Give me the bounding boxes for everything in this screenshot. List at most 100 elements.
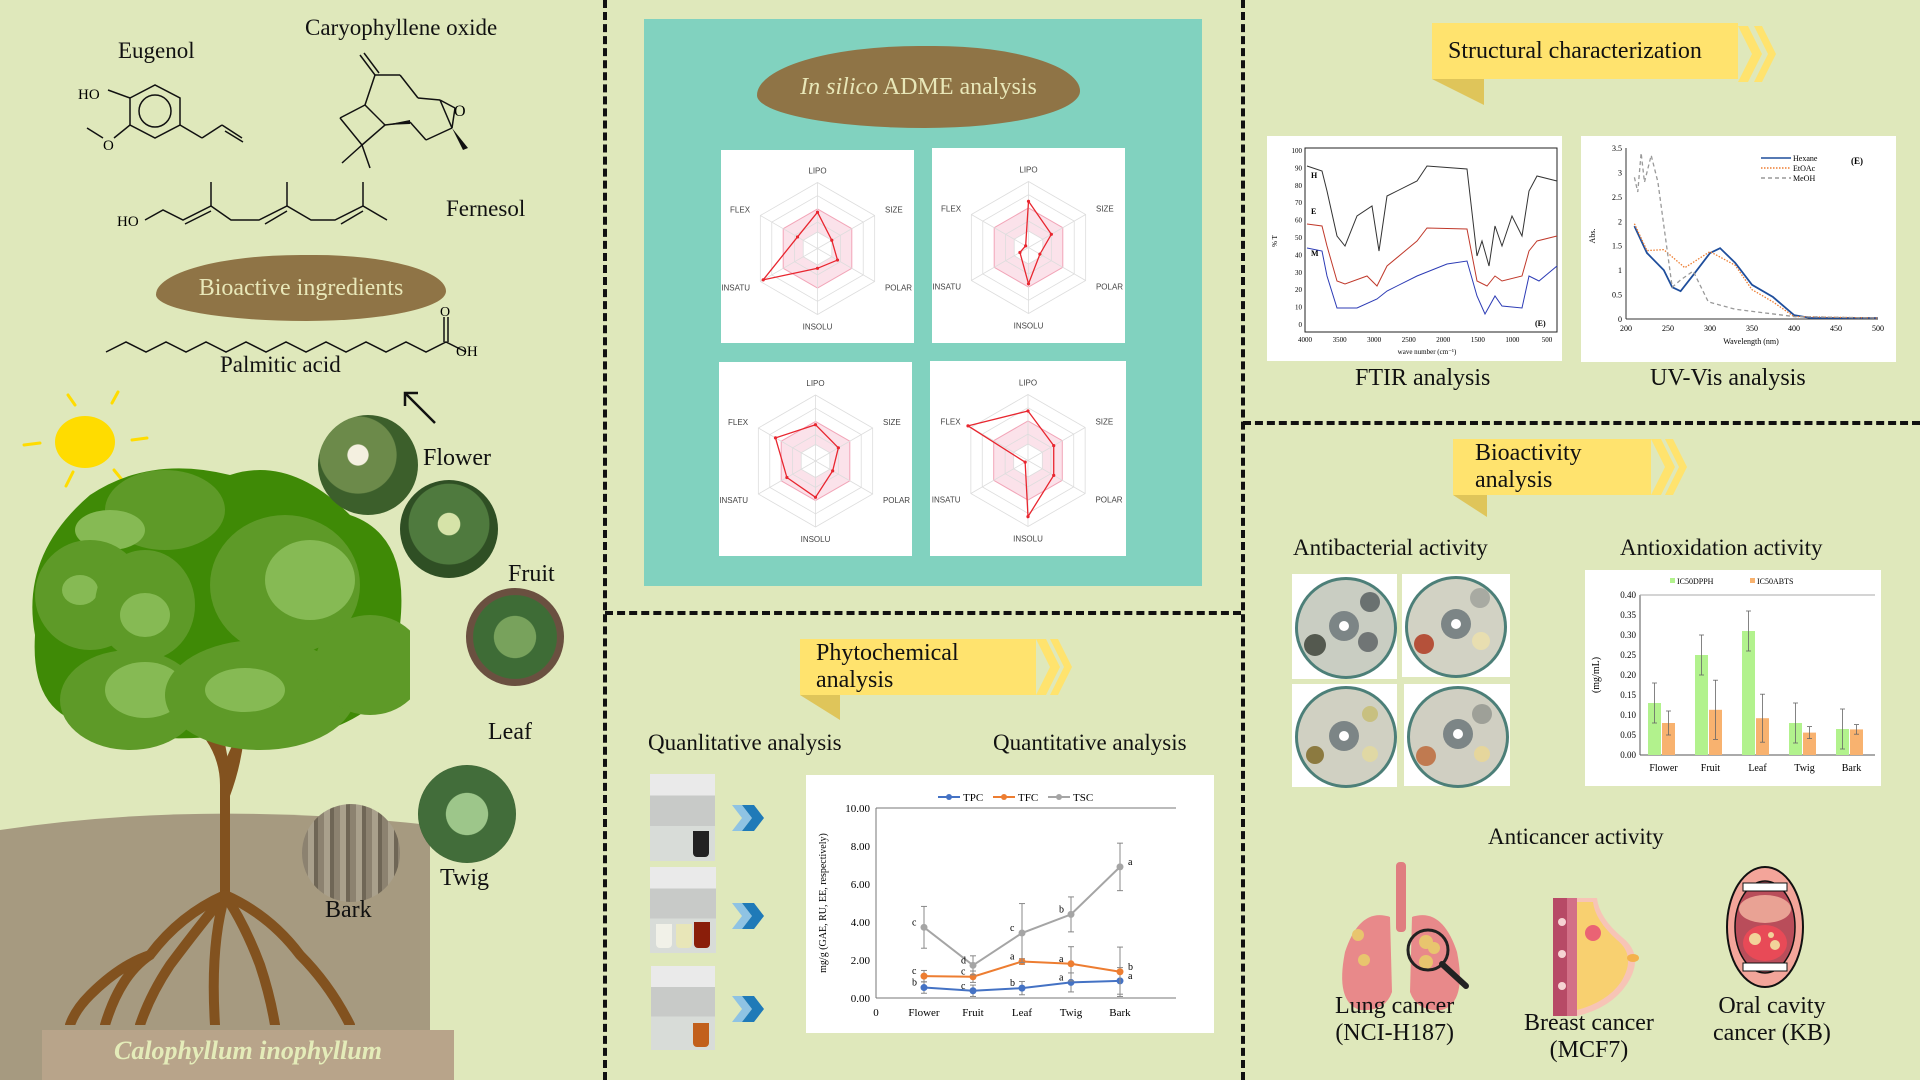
svg-text:SIZE: SIZE xyxy=(885,206,903,215)
uvvis-caption: UV-Vis analysis xyxy=(1650,365,1806,391)
quantitative-chart: 0.00 2.00 4.00 6.00 8.00 10.00 mg/g (GAE, RU, … xyxy=(806,775,1214,1033)
svg-text:2.5: 2.5 xyxy=(1612,193,1622,202)
svg-text:b: b xyxy=(1128,962,1133,973)
radar-chart-4: LIPO SIZE POLAR INSOLU INSATU FLEX xyxy=(930,361,1126,556)
chevron-double-right-icon xyxy=(1036,639,1072,695)
arrow-up-left-icon xyxy=(403,391,436,424)
svg-text:INSOLU: INSOLU xyxy=(803,322,833,331)
quantitative-label: Quantitative analysis xyxy=(993,730,1187,755)
svg-text:d: d xyxy=(961,955,966,966)
svg-text:0.05: 0.05 xyxy=(1620,730,1636,740)
twig-label: Twig xyxy=(440,865,489,891)
eugenol-ho-text: HO xyxy=(78,87,100,103)
chevron-right-icon xyxy=(732,996,764,1022)
svg-text:0.5: 0.5 xyxy=(1612,291,1622,300)
petri-dish-photos xyxy=(1292,574,1512,788)
test-tube-photo-1 xyxy=(650,774,715,861)
svg-text:20: 20 xyxy=(1295,286,1303,294)
anticancer-label: Anticancer activity xyxy=(1488,824,1664,849)
compound-palmitic-label: Palmitic acid xyxy=(220,352,341,377)
breast-cancer-label: Breast cancer (MCF7) xyxy=(1524,1010,1654,1064)
fernesol-structure-icon: HO xyxy=(117,182,388,230)
svg-text:2500: 2500 xyxy=(1402,336,1417,344)
tree-icon xyxy=(32,468,410,1025)
svg-text:INSATU: INSATU xyxy=(721,283,750,292)
svg-text:FLEX: FLEX xyxy=(730,206,751,215)
flower-label: Flower xyxy=(423,445,491,471)
svg-text:80: 80 xyxy=(1295,182,1303,190)
chevron-double-right-icon xyxy=(1651,439,1687,495)
svg-text:500: 500 xyxy=(1542,336,1553,344)
svg-text:10.00: 10.00 xyxy=(845,803,870,815)
antibacterial-label: Antibacterial activity xyxy=(1293,535,1488,560)
divider-right xyxy=(1241,0,1245,1080)
antioxidation-chart: 0.00 0.05 0.10 0.15 0.20 0.25 0.30 0.35 0.40 (mg/… xyxy=(1585,570,1881,786)
svg-text:INSATU: INSATU xyxy=(932,282,961,291)
svg-text:0.25: 0.25 xyxy=(1620,650,1636,660)
divider-left xyxy=(603,0,607,1080)
svg-text:LIPO: LIPO xyxy=(806,379,824,388)
leaf-photo xyxy=(466,588,564,686)
lung-cancer-line2: (NCI-H187) xyxy=(1335,1020,1454,1046)
svg-text:FLEX: FLEX xyxy=(728,418,749,427)
divider-middle xyxy=(605,611,1241,615)
fruit-label: Fruit xyxy=(508,561,555,587)
oral-cancer-label: Oral cavity cancer (KB) xyxy=(1713,993,1831,1047)
uvvis-chart: 0 0.5 1 1.5 2 2.5 3 3.5 200 250 300 350 400 450 500 Wav… xyxy=(1581,136,1896,362)
svg-text:3500: 3500 xyxy=(1333,336,1348,344)
svg-text:mg/g (GAE, RU, EE, respectivel: mg/g (GAE, RU, EE, respectively) xyxy=(818,833,829,973)
svg-text:500: 500 xyxy=(1872,324,1884,333)
antioxidation-label: Antioxidation activity xyxy=(1620,535,1823,560)
svg-text:FLEX: FLEX xyxy=(941,418,962,427)
svg-text:c: c xyxy=(961,967,966,978)
chevron-right-icon xyxy=(732,805,764,831)
ftir-chart: 0 10 20 30 40 50 60 70 80 90 100 4000 3500 3000 2500 20… xyxy=(1267,136,1562,361)
bark-label: Bark xyxy=(325,897,372,923)
svg-text:0.00: 0.00 xyxy=(1620,750,1636,760)
mouth-icon xyxy=(1726,866,1804,988)
svg-text:3: 3 xyxy=(1618,168,1622,177)
svg-text:Twig: Twig xyxy=(1060,1007,1083,1019)
svg-text:2: 2 xyxy=(1618,217,1622,226)
svg-text:LIPO: LIPO xyxy=(808,167,826,176)
ftir-caption: FTIR analysis xyxy=(1355,365,1491,391)
bark-photo xyxy=(302,804,400,902)
qualitative-label: Quanlitative analysis xyxy=(648,730,842,755)
svg-text:a: a xyxy=(1059,954,1064,965)
svg-text:Twig: Twig xyxy=(1794,763,1814,774)
twig-photo xyxy=(418,765,516,863)
compound-fernesol-label: Fernesol xyxy=(446,196,526,221)
svg-text:0.35: 0.35 xyxy=(1620,610,1636,620)
svg-text:6.00: 6.00 xyxy=(851,879,871,891)
svg-text:TFC: TFC xyxy=(1018,792,1038,804)
svg-text:TPC: TPC xyxy=(963,792,983,804)
svg-text:Hexane: Hexane xyxy=(1793,154,1818,163)
svg-text:c: c xyxy=(912,966,917,977)
svg-text:350: 350 xyxy=(1746,324,1758,333)
lung-cancer-line1: Lung cancer xyxy=(1335,993,1455,1019)
banner-fold xyxy=(800,695,840,720)
svg-text:Abs.: Abs. xyxy=(1588,229,1597,244)
breast-cancer-line2: (MCF7) xyxy=(1549,1037,1629,1063)
svg-text:0.30: 0.30 xyxy=(1620,630,1636,640)
flower-photo xyxy=(318,415,418,515)
svg-text:M: M xyxy=(1311,249,1319,258)
svg-text:2.00: 2.00 xyxy=(851,955,871,967)
species-label: Calophyllum inophyllum xyxy=(113,1036,382,1065)
adme-title-italic: In silico xyxy=(800,73,879,100)
svg-text:SIZE: SIZE xyxy=(883,418,901,427)
svg-text:200: 200 xyxy=(1620,324,1632,333)
palmitic-o-text: O xyxy=(440,305,450,320)
svg-text:30: 30 xyxy=(1295,269,1303,277)
test-tube-photo-2 xyxy=(650,867,716,953)
svg-text:90: 90 xyxy=(1295,164,1303,172)
radar-chart-3: LIPO SIZE POLAR INSOLU INSATU FLEX xyxy=(719,362,912,556)
svg-text:0.15: 0.15 xyxy=(1620,690,1636,700)
adme-title-pill: In silico ADME analysis xyxy=(757,46,1080,128)
svg-text:a: a xyxy=(1059,972,1064,983)
chevron-right-icon xyxy=(732,903,764,929)
svg-text:INSATU: INSATU xyxy=(932,495,961,504)
svg-text:2000: 2000 xyxy=(1436,336,1451,344)
svg-text:Bark: Bark xyxy=(1842,763,1861,774)
fruit-photo xyxy=(400,480,498,578)
